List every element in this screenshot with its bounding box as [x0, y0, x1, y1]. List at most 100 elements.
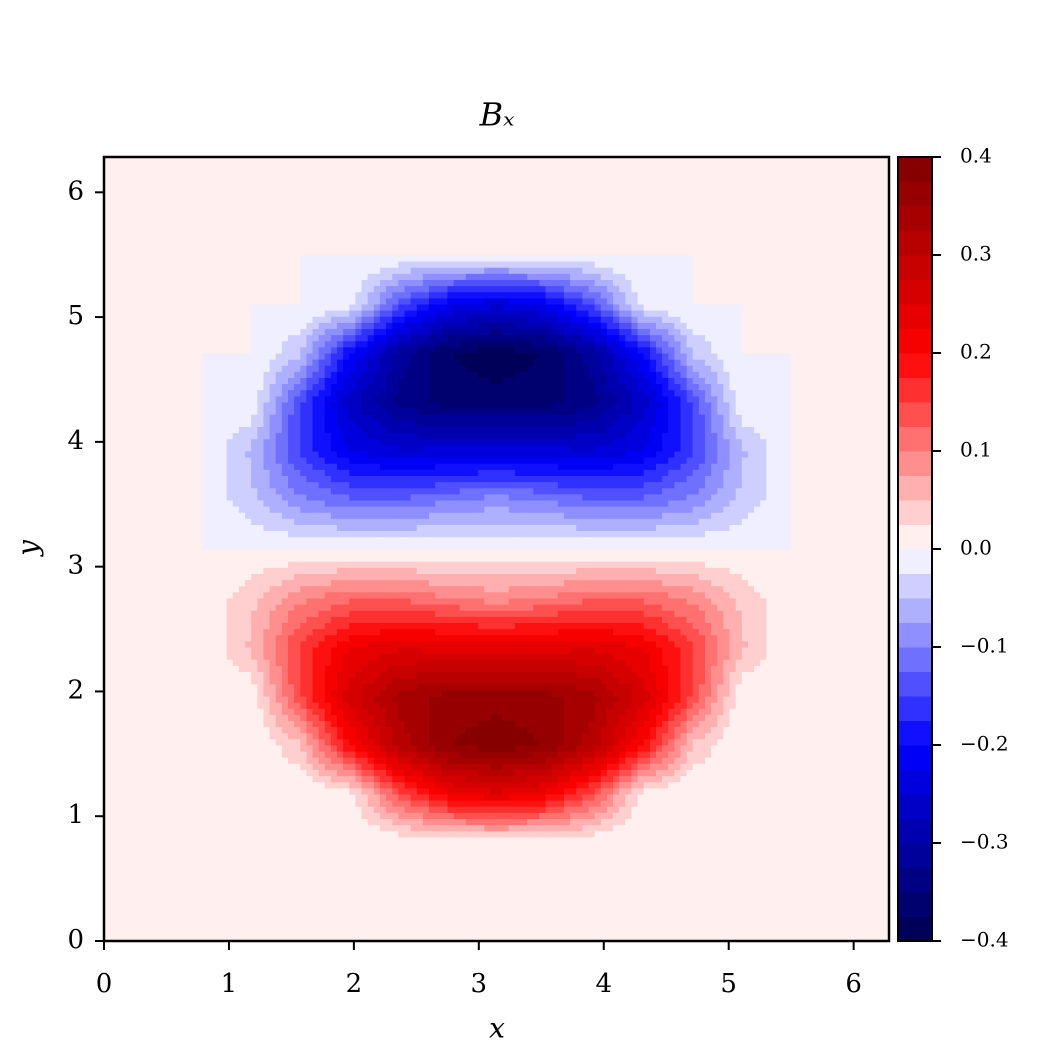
contour-cell: [729, 677, 737, 685]
contour-cell: [680, 536, 688, 544]
contour-cell: [281, 542, 289, 550]
contour-cell: [637, 500, 645, 507]
contour-cell: [220, 506, 228, 513]
contour-cell: [674, 696, 681, 703]
contour-cell: [410, 714, 418, 722]
contour-cell: [355, 806, 363, 813]
contour-cell: [557, 536, 565, 544]
contour-cell: [373, 751, 381, 758]
contour-cell: [263, 751, 271, 758]
contour-cell: [613, 689, 620, 697]
contour-cell: [447, 500, 455, 507]
contour-cell: [533, 689, 540, 697]
contour-cell: [410, 591, 418, 599]
contour-cell: [441, 781, 448, 789]
contour-cell: [300, 555, 307, 562]
contour-cell: [429, 512, 436, 519]
contour-cell: [613, 671, 620, 679]
contour-cell: [514, 591, 522, 599]
contour-cell: [545, 757, 553, 764]
contour-cell: [508, 647, 516, 654]
contour-cell: [698, 555, 706, 562]
contour-cell: [202, 659, 209, 666]
contour-cell: [839, 794, 890, 844]
contour-cell: [760, 579, 767, 587]
contour-cell: [588, 659, 596, 666]
contour-cell: [668, 769, 675, 777]
contour-cell: [349, 500, 356, 507]
contour-cell: [600, 708, 608, 715]
contour-cell: [766, 610, 774, 617]
contour-cell: [251, 616, 258, 623]
contour-cell: [613, 781, 620, 789]
contour-cell: [422, 830, 430, 838]
contour-cell: [429, 567, 436, 574]
contour-cell: [729, 732, 737, 740]
contour-cell: [447, 591, 455, 599]
contour-cell: [330, 506, 338, 513]
contour-cell: [594, 567, 602, 574]
contour-cell: [711, 518, 718, 525]
contour-cell: [373, 757, 381, 764]
contour-cell: [330, 677, 338, 685]
contour-cell: [625, 548, 632, 556]
contour-cell: [281, 512, 289, 519]
contour-cell: [698, 757, 706, 764]
contour-cell: [594, 775, 602, 783]
contour-cell: [361, 634, 369, 642]
contour-cell: [551, 548, 559, 556]
contour-cell: [784, 647, 792, 654]
contour-cell: [478, 806, 485, 813]
contour-cell: [202, 634, 209, 642]
contour-cell: [404, 781, 412, 789]
contour-cell: [251, 665, 258, 673]
contour-cell: [238, 591, 246, 599]
contour-cell: [600, 665, 608, 673]
contour-cell: [576, 683, 583, 691]
contour-cell: [312, 640, 320, 648]
contour-cell: [655, 738, 663, 746]
contour-cell: [386, 769, 393, 777]
contour-cell: [551, 542, 559, 550]
contour-cell: [349, 683, 356, 691]
contour-cell: [318, 738, 326, 746]
contour-cell: [692, 573, 700, 581]
contour-cell: [539, 726, 547, 734]
contour-cell: [563, 506, 571, 513]
contour-cell: [563, 548, 571, 556]
contour-cell: [226, 548, 234, 556]
contour-cell: [570, 512, 577, 519]
contour-cell: [570, 506, 577, 513]
contour-cell: [404, 555, 412, 562]
contour-cell: [557, 671, 565, 679]
contour-cell: [465, 640, 473, 648]
contour-cell: [275, 677, 283, 685]
contour-cell: [514, 567, 522, 574]
contour-cell: [324, 769, 332, 777]
contour-cell: [613, 800, 620, 807]
contour-cell: [459, 787, 467, 795]
contour-cell: [698, 653, 706, 660]
contour-cell: [447, 720, 455, 728]
contour-cell: [208, 548, 215, 556]
contour-cell: [637, 800, 645, 807]
contour-cell: [551, 751, 559, 758]
contour-cell: [202, 604, 209, 611]
contour-cell: [754, 732, 761, 740]
contour-cell: [453, 806, 461, 813]
contour-cell: [324, 548, 332, 556]
contour-cell: [257, 548, 264, 556]
contour-cell: [337, 640, 344, 648]
contour-cell: [300, 794, 307, 801]
contour-cell: [582, 689, 590, 697]
contour-cell: [655, 665, 663, 673]
contour-cell: [668, 585, 675, 593]
contour-cell: [539, 757, 547, 764]
contour-cell: [367, 781, 375, 789]
contour-cell: [570, 806, 577, 813]
contour-cell: [238, 671, 246, 679]
contour-cell: [557, 830, 565, 838]
contour-cell: [269, 738, 277, 746]
contour-cell: [232, 567, 240, 574]
contour-cell: [594, 659, 602, 666]
